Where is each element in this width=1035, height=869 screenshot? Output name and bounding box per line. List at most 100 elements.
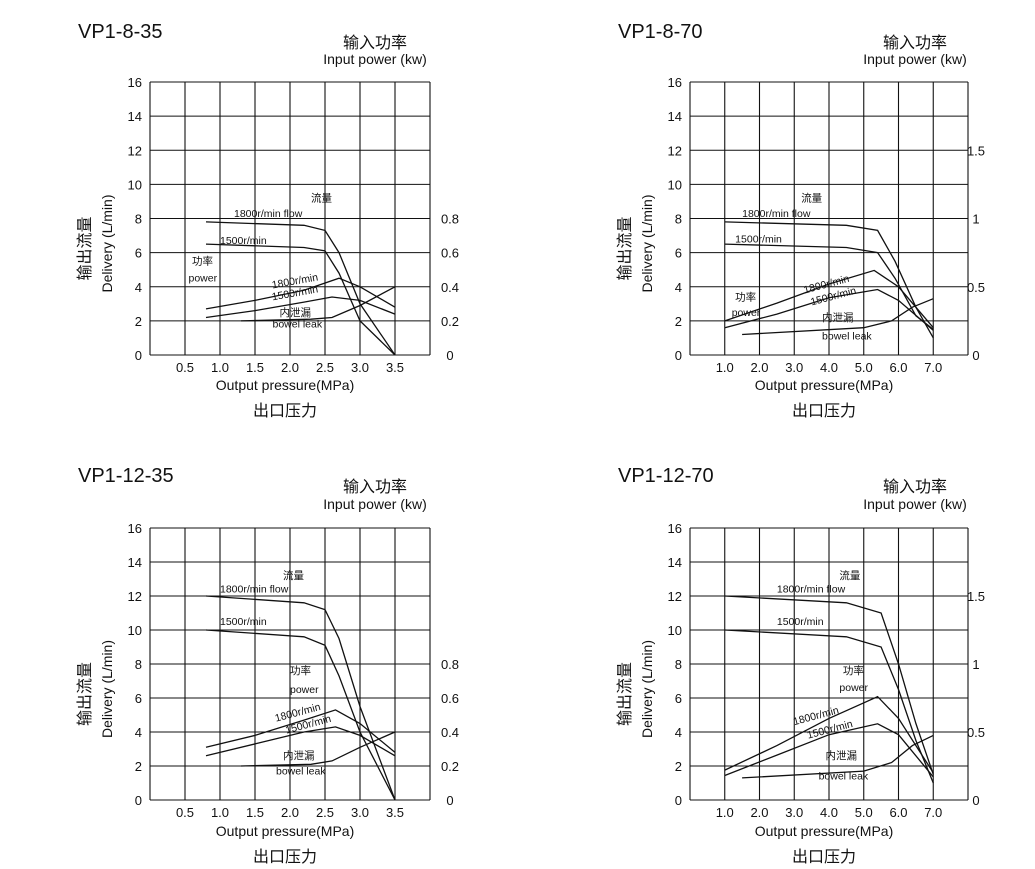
y2-tick-label: 0 — [446, 348, 453, 363]
annotation-label: 内泄漏 — [826, 749, 858, 762]
x-axis-label-cn: 出口压力 — [792, 847, 856, 866]
power-axis-label-cn: 输入功率 — [883, 477, 947, 496]
y-tick-label: 16 — [668, 521, 682, 536]
x-axis-label-cn: 出口压力 — [253, 401, 317, 420]
x-tick-label: 1.5 — [246, 360, 264, 375]
series-line-5 — [240, 731, 396, 767]
series-line-1 — [724, 595, 934, 775]
series-line-1 — [205, 595, 396, 801]
y2-tick-label: 0.5 — [967, 280, 985, 295]
x-tick-label: 5.0 — [855, 360, 873, 375]
x-tick-label: 3.5 — [386, 805, 404, 820]
x-tick-label: 6.0 — [889, 360, 907, 375]
x-tick-label: 6.0 — [889, 805, 907, 820]
annotation-label: 1500r/min — [220, 616, 267, 628]
x-tick-label: 0.5 — [176, 805, 194, 820]
x-axis-label: Output pressure(MPa) — [755, 823, 894, 839]
x-tick-label: 4.0 — [820, 360, 838, 375]
y2-tick-label: 0 — [972, 348, 979, 363]
y-tick-label: 6 — [135, 246, 142, 261]
y2-tick-label: 0.4 — [441, 725, 459, 740]
y-tick-label: 6 — [675, 691, 682, 706]
y-axis-label: Delivery (L/min) — [99, 194, 115, 292]
annotation-label: bowel leak — [273, 319, 323, 331]
power-axis-label: Input power (kw) — [323, 496, 426, 512]
annotation-label: 内泄漏 — [822, 311, 854, 324]
y-tick-label: 16 — [128, 521, 142, 536]
power-axis-label: Input power (kw) — [863, 51, 966, 67]
chart-title: VP1-12-35 — [78, 465, 174, 487]
chart-title: VP1-12-70 — [618, 465, 714, 487]
y-tick-label: 2 — [675, 314, 682, 329]
y2-tick-label: 0.2 — [441, 314, 459, 329]
series-line-5 — [742, 298, 934, 336]
y-tick-label: 10 — [668, 623, 682, 638]
series-line-3 — [724, 695, 934, 774]
y-tick-label: 0 — [675, 793, 682, 808]
y2-tick-label: 0.6 — [441, 246, 459, 261]
y-tick-label: 10 — [128, 623, 142, 638]
y-tick-label: 12 — [668, 589, 682, 604]
y-tick-label: 4 — [675, 280, 682, 295]
y-tick-label: 16 — [128, 75, 142, 90]
annotation-label: 功率 — [735, 290, 756, 303]
series-line-3 — [205, 709, 396, 753]
y-axis-label-cn: 输出流量 — [615, 662, 634, 726]
y-axis-label-cn: 输出流量 — [75, 662, 94, 726]
x-tick-label: 2.5 — [316, 360, 334, 375]
annotation-label: 功率 — [843, 664, 864, 677]
annotation-label: power — [732, 307, 761, 319]
y2-tick-label: 1.5 — [967, 143, 985, 158]
y-tick-label: 0 — [135, 793, 142, 808]
annotation-label: bowel leak — [819, 771, 869, 783]
x-tick-label: 2.0 — [281, 805, 299, 820]
y2-tick-label: 0.4 — [441, 280, 459, 295]
x-tick-label: 1.0 — [211, 360, 229, 375]
chart-title: VP1-8-70 — [618, 21, 703, 43]
annotation-label: bowel leak — [822, 331, 872, 343]
annotation-label: bowel leak — [276, 766, 326, 778]
series-line-5 — [742, 734, 934, 779]
annotation-label: power — [189, 273, 218, 285]
y-tick-label: 14 — [668, 109, 682, 124]
series-line-1 — [205, 221, 396, 356]
series-line-5 — [240, 286, 396, 322]
y-axis-label-cn: 输出流量 — [615, 216, 634, 280]
x-tick-label: 2.0 — [750, 360, 768, 375]
x-axis-label-cn: 出口压力 — [253, 847, 317, 866]
y-tick-label: 10 — [668, 177, 682, 192]
annotation-label: 1500r/min — [777, 616, 824, 628]
y-tick-label: 14 — [668, 555, 682, 570]
x-tick-label: 2.5 — [316, 805, 334, 820]
power-axis-label: Input power (kw) — [863, 496, 966, 512]
x-tick-label: 4.0 — [820, 805, 838, 820]
x-axis-label-cn: 出口压力 — [792, 401, 856, 420]
x-tick-label: 1.5 — [246, 805, 264, 820]
y-tick-label: 10 — [128, 177, 142, 192]
y-tick-label: 12 — [128, 143, 142, 158]
power-axis-label-cn: 输入功率 — [883, 33, 947, 52]
x-tick-label: 1.0 — [716, 805, 734, 820]
y-tick-label: 16 — [668, 75, 682, 90]
power-axis-label-cn: 输入功率 — [343, 477, 407, 496]
y-tick-label: 8 — [135, 212, 142, 227]
x-tick-label: 7.0 — [924, 805, 942, 820]
x-tick-label: 0.5 — [176, 360, 194, 375]
annotation-label: 流量 — [801, 191, 822, 204]
annotation-label: 功率 — [290, 664, 311, 677]
y-tick-label: 2 — [675, 759, 682, 774]
y2-tick-label: 0.6 — [441, 691, 459, 706]
y-tick-label: 4 — [135, 280, 142, 295]
annotation-label: 1500r/min — [220, 235, 267, 247]
y-tick-label: 4 — [675, 725, 682, 740]
series-line-2 — [724, 629, 934, 784]
y-tick-label: 8 — [675, 657, 682, 672]
y2-tick-label: 0.5 — [967, 725, 985, 740]
y-axis-label: Delivery (L/min) — [639, 640, 655, 738]
y2-tick-label: 1.5 — [967, 589, 985, 604]
chart-title: VP1-8-35 — [78, 21, 163, 43]
annotation-label: 内泄漏 — [283, 749, 315, 762]
annotation-label: power — [290, 684, 319, 696]
